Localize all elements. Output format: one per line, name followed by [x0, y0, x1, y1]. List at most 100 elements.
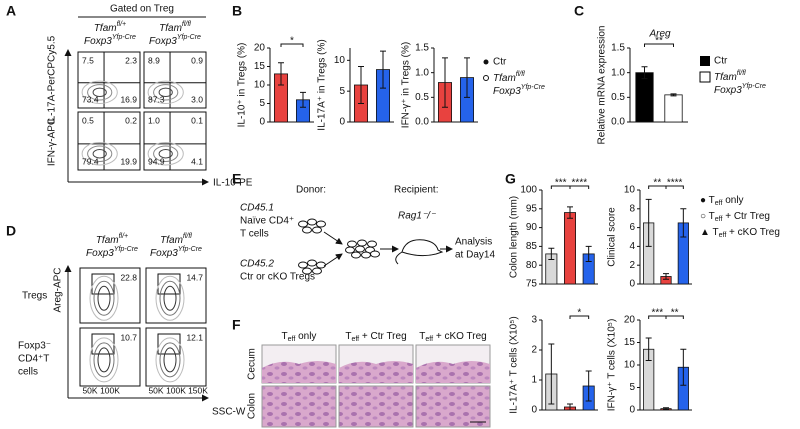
y-tick-label: 6: [629, 222, 635, 233]
bar: [635, 72, 654, 123]
cell: [351, 251, 361, 259]
y-tick-label: 85: [526, 241, 538, 252]
text-part: Tfam: [94, 23, 117, 34]
text-part: Foxp3: [84, 36, 112, 47]
cell: [316, 261, 326, 269]
contour: [147, 80, 184, 105]
significance-label: **: [653, 178, 661, 189]
histology-tissue: [262, 361, 336, 383]
legend-entry: ● Teff only: [700, 195, 744, 208]
cell: [307, 218, 317, 226]
text-part: eff: [719, 232, 727, 239]
contour: [158, 87, 173, 98]
significance-label: ****: [572, 178, 588, 189]
legend-marker: [483, 59, 489, 65]
histology-tissue: [339, 361, 413, 383]
text-part: ●: [700, 195, 706, 206]
contour: [92, 149, 107, 159]
histology: [261, 385, 337, 428]
histology-tissue: [416, 361, 490, 383]
genotype: Tfamfl/+: [94, 21, 126, 33]
text-part: only: [722, 195, 743, 206]
cell: [312, 267, 322, 275]
legend-marker: [483, 75, 489, 81]
y-tick-label: 5: [259, 98, 265, 109]
cell: [367, 240, 377, 248]
significance-bracket: [665, 185, 684, 189]
panel-letter: F: [232, 317, 241, 333]
significance-label: *: [290, 36, 294, 47]
genotype: Tfamfl/fl: [159, 21, 191, 33]
text-part: Foxp3: [149, 36, 177, 47]
cell: [312, 226, 322, 234]
y-tick-label: 0: [259, 117, 265, 128]
histology: [338, 385, 414, 428]
label: T cells: [240, 229, 269, 240]
text-part: fl/fl: [183, 233, 192, 240]
label: Tregs: [22, 291, 47, 302]
y-tick-label: 3: [531, 315, 537, 326]
label: 16.9: [120, 94, 137, 104]
text-part: fl/fl: [182, 21, 191, 28]
label: CD4⁺T: [18, 354, 49, 365]
text-part: + cKO Treg: [433, 331, 487, 342]
label: Foxp3⁻: [18, 341, 51, 352]
contour: [93, 280, 115, 316]
column-label: Teff + cKO Treg: [419, 331, 486, 344]
y-tick-label: 0: [531, 405, 537, 416]
genotype: Foxp3Yfp-Cre: [149, 34, 201, 46]
mouse: [395, 239, 444, 265]
text-part: Tfam: [493, 73, 516, 84]
error-bar: [585, 370, 592, 402]
y-tick-label: 1: [531, 375, 537, 386]
y-axis-label: Clinical score: [607, 207, 618, 267]
text-part: only: [295, 331, 316, 342]
y-tick-label: 100: [520, 185, 537, 196]
label: 22.8: [120, 272, 137, 282]
contour: [159, 280, 181, 316]
contour: [159, 342, 181, 378]
y-tick-label: 0.5: [415, 92, 429, 103]
text-part: T: [706, 211, 715, 222]
genotype: Foxp3Yfp-Cre: [84, 34, 136, 46]
text-part: T: [345, 331, 351, 342]
label: SSC-W: [212, 407, 246, 418]
contour: [147, 142, 184, 166]
label: Recipient:: [394, 185, 438, 196]
y-tick-label: 4: [629, 241, 635, 252]
significance-label: ****: [667, 178, 683, 189]
error-bar: [680, 348, 687, 386]
panel-letter: B: [232, 3, 242, 19]
y-tick-label: 5: [339, 86, 345, 97]
genotype: Foxp3Yfp-Cre: [714, 83, 766, 95]
y-axis-label: IL-17A⁺ in Tregs (%): [317, 39, 328, 130]
significance-label: **: [655, 36, 663, 47]
y-tick-label: 2: [531, 345, 537, 356]
label: 8.9: [148, 55, 160, 65]
arrow: [323, 231, 343, 245]
contour: [87, 145, 113, 162]
label: 150K: [188, 385, 208, 395]
error-bar: [663, 407, 669, 411]
text-part: Yfp-Cre: [521, 84, 545, 91]
cell: [347, 240, 357, 248]
y-axis-label: IFN-γ⁺ T cells (X10⁵): [607, 319, 618, 412]
error-bar: [567, 206, 573, 219]
label: 94.9: [148, 156, 165, 166]
panel-letter: E: [232, 171, 241, 187]
label: 0.5: [82, 115, 94, 125]
label: Colon: [247, 393, 258, 419]
flow-plot: [143, 111, 207, 171]
label: 0.9: [191, 55, 203, 65]
y-tick-label: 8: [629, 203, 635, 214]
label: 79.4: [82, 156, 99, 166]
panel-letter: G: [505, 171, 516, 187]
flow-plot: [77, 51, 141, 109]
cell: [298, 220, 308, 228]
y-tick-label: 10: [624, 360, 636, 371]
contour: [153, 84, 179, 101]
cell: [307, 259, 317, 267]
label: Ctr: [714, 56, 728, 67]
label: CD45.1: [240, 203, 274, 214]
